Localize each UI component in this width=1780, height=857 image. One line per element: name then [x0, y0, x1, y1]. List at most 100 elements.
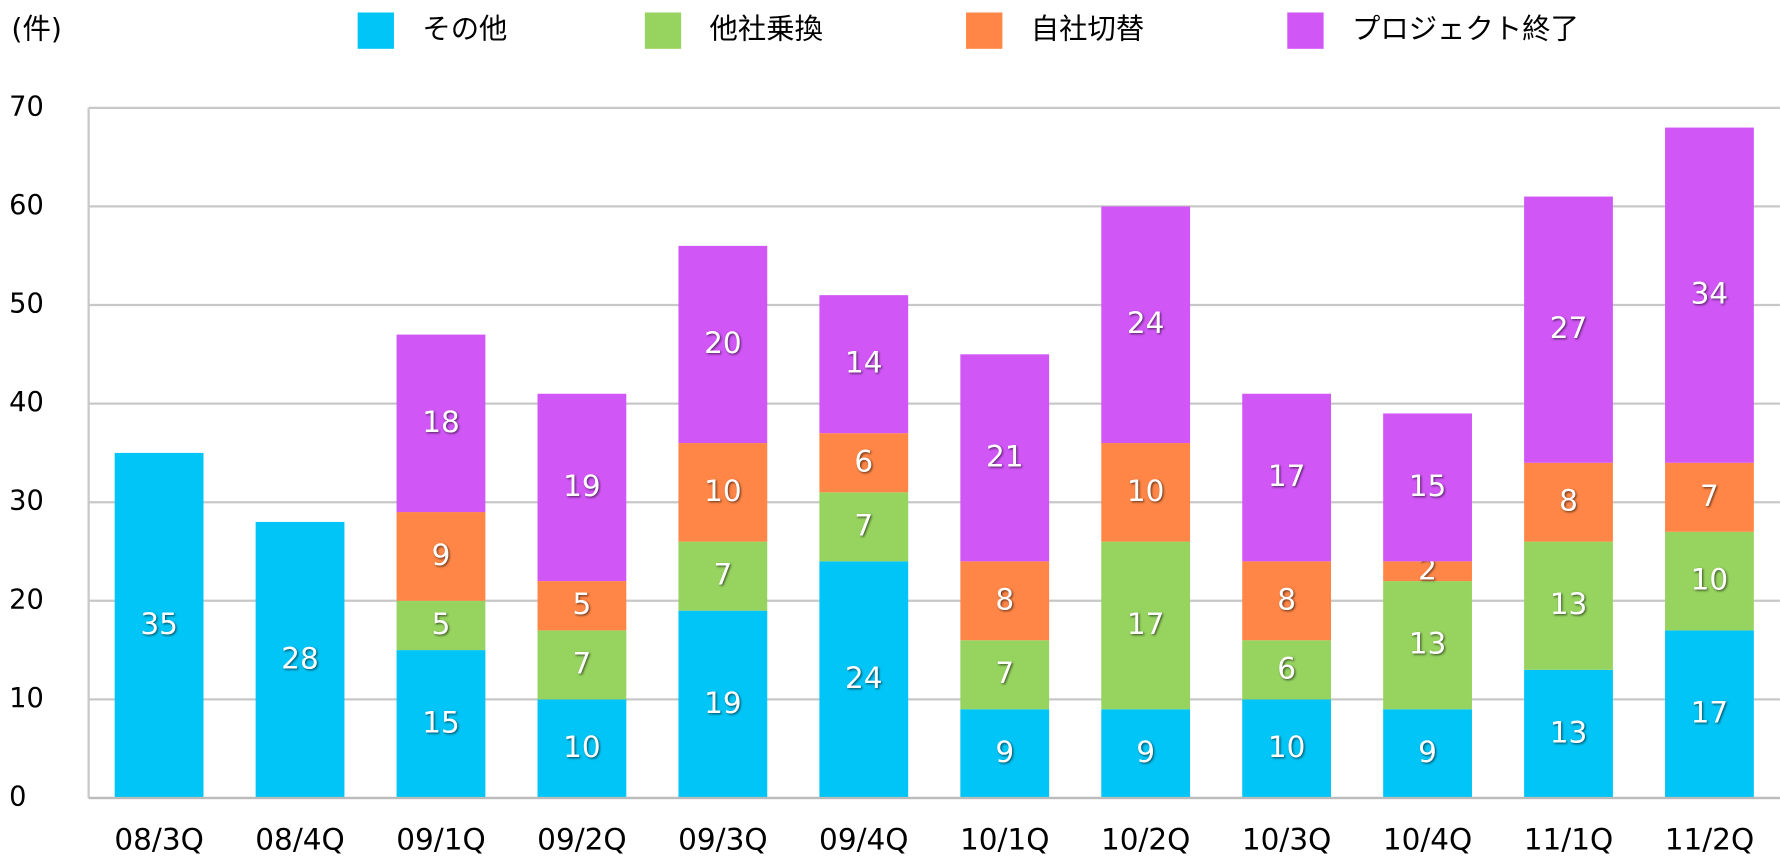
bar-segment — [396, 334, 486, 513]
legend-swatch — [357, 12, 394, 49]
bar-segment — [819, 492, 909, 562]
legend-swatch — [966, 12, 1003, 49]
y-tick-label: 40 — [9, 387, 44, 418]
bar-segment — [537, 393, 627, 582]
bar-segment — [1101, 709, 1191, 798]
bar-segment — [1665, 127, 1754, 463]
data-label: 18 — [422, 405, 460, 439]
bar-segment — [1665, 462, 1754, 532]
data-label: 7 — [573, 646, 592, 680]
bar-segment — [678, 443, 768, 542]
data-label: 10 — [563, 730, 601, 764]
data-label: 10 — [704, 474, 742, 508]
data-label: 9 — [432, 538, 451, 572]
bar-segment — [1383, 709, 1472, 798]
data-label: 6 — [854, 444, 873, 478]
bar-segment — [1524, 462, 1613, 542]
x-tick-label: 11/1Q — [1524, 823, 1613, 857]
data-label: 7 — [854, 508, 873, 542]
data-label: 6 — [1277, 651, 1296, 685]
x-tick-label: 10/2Q — [1101, 823, 1190, 857]
x-tick-label: 10/4Q — [1383, 823, 1472, 857]
bar-segment — [1665, 630, 1754, 798]
y-axis-label: (件) — [11, 13, 62, 46]
bar-segment — [1665, 531, 1754, 631]
bar-segment — [1383, 581, 1472, 710]
x-tick-label: 08/3Q — [114, 823, 203, 857]
y-tick-label: 30 — [9, 486, 44, 517]
legend-swatch — [1287, 12, 1324, 49]
bar-segment — [114, 452, 204, 798]
legend-label: その他 — [422, 13, 507, 46]
data-label: 17 — [1127, 607, 1165, 641]
data-label: 15 — [422, 706, 460, 740]
bar-segment — [1242, 561, 1332, 641]
bar-segment — [1242, 640, 1332, 700]
bar-segment — [396, 650, 486, 798]
data-label: 15 — [1409, 469, 1447, 503]
data-label: 9 — [1418, 735, 1437, 769]
data-label: 13 — [1550, 587, 1588, 621]
bar-segment — [960, 709, 1050, 798]
data-label: 7 — [713, 558, 732, 592]
bar-segment — [819, 561, 909, 798]
bar-segment — [255, 521, 345, 798]
x-tick-label: 09/1Q — [396, 823, 485, 857]
bar-segment — [678, 610, 768, 798]
legend-swatch — [644, 12, 682, 49]
data-label: 9 — [995, 735, 1014, 769]
y-tick-label: 60 — [9, 190, 44, 221]
data-label: 5 — [432, 607, 451, 641]
bar-segment — [1524, 196, 1613, 463]
data-label: 27 — [1550, 311, 1588, 345]
y-tick-label: 20 — [9, 584, 44, 615]
bar-segment — [678, 245, 768, 444]
data-label: 7 — [1700, 479, 1719, 513]
bar-segment — [960, 640, 1050, 710]
data-label: 8 — [995, 582, 1014, 616]
legend-label: 自社切替 — [1031, 13, 1144, 46]
data-label: 7 — [995, 656, 1014, 690]
bar-segment — [537, 581, 627, 631]
data-label: 19 — [704, 686, 742, 720]
x-tick-label: 09/3Q — [678, 823, 767, 857]
bar-segment — [678, 541, 768, 611]
bar-segment — [960, 561, 1050, 641]
bar-segment — [537, 630, 627, 700]
data-label: 35 — [140, 607, 178, 641]
bar-segment — [1242, 699, 1332, 798]
data-label: 10 — [1268, 730, 1306, 764]
y-tick-label: 0 — [9, 781, 26, 812]
data-label: 10 — [1691, 563, 1729, 597]
bar-segment — [1524, 541, 1613, 670]
bar-segment — [819, 295, 909, 434]
x-tick-label: 10/1Q — [960, 823, 1049, 857]
x-tick-label: 11/2Q — [1665, 823, 1754, 857]
x-tick-label: 10/3Q — [1242, 823, 1331, 857]
bar-segment — [1383, 561, 1472, 582]
bar-segment — [1524, 669, 1613, 798]
data-label: 34 — [1691, 277, 1729, 311]
bar-segment — [1242, 393, 1332, 562]
data-label: 24 — [845, 661, 883, 695]
bar-segment — [396, 512, 486, 601]
data-label: 5 — [573, 587, 592, 621]
data-label: 9 — [1136, 735, 1155, 769]
data-label: 8 — [1559, 484, 1578, 518]
bar-segment — [396, 600, 486, 651]
data-label: 8 — [1277, 582, 1296, 616]
data-label: 19 — [563, 469, 601, 503]
data-label: 10 — [1127, 474, 1165, 508]
data-label: 21 — [986, 439, 1024, 473]
x-tick-label: 08/4Q — [255, 823, 344, 857]
y-tick-label: 70 — [9, 91, 44, 122]
y-tick-label: 50 — [9, 289, 44, 320]
data-label: 13 — [1409, 627, 1447, 661]
bar-segment — [960, 354, 1050, 562]
y-tick-label: 10 — [9, 683, 44, 714]
data-label: 14 — [845, 346, 883, 380]
bar-segment — [1383, 413, 1472, 562]
data-label: 17 — [1691, 696, 1729, 730]
